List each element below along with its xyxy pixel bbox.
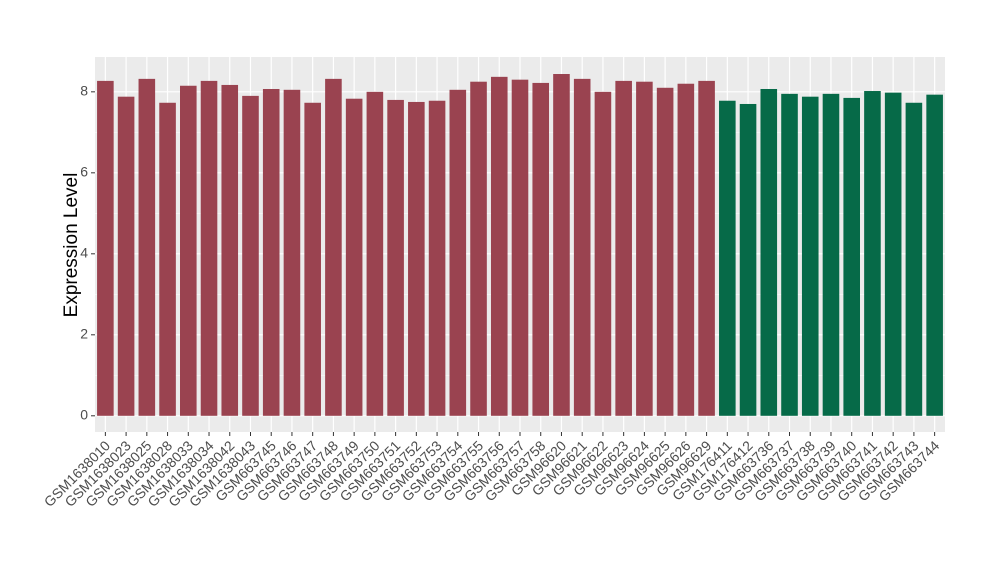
bar bbox=[345, 98, 363, 416]
bar bbox=[532, 82, 550, 416]
bar bbox=[408, 101, 425, 416]
bar bbox=[221, 84, 239, 416]
bar bbox=[97, 80, 114, 416]
bar bbox=[159, 102, 176, 416]
bar bbox=[573, 78, 591, 416]
bar bbox=[553, 74, 570, 416]
bar bbox=[739, 103, 757, 416]
bar bbox=[822, 93, 840, 416]
y-tick-label: 6 bbox=[80, 164, 88, 180]
bar bbox=[449, 89, 467, 416]
bar bbox=[884, 92, 902, 416]
bar bbox=[698, 80, 715, 416]
bar bbox=[304, 102, 321, 416]
bar bbox=[180, 85, 197, 416]
bar bbox=[905, 102, 923, 416]
bar bbox=[490, 76, 508, 416]
bar bbox=[325, 78, 342, 416]
y-tick-label: 2 bbox=[80, 326, 88, 342]
bar bbox=[594, 91, 612, 416]
bar bbox=[864, 91, 881, 416]
bar bbox=[283, 89, 301, 416]
bar bbox=[843, 97, 860, 416]
bar bbox=[366, 91, 384, 416]
y-tick-label: 4 bbox=[80, 245, 88, 261]
bar bbox=[262, 88, 280, 416]
bar bbox=[138, 78, 156, 416]
bar bbox=[801, 96, 819, 416]
bar bbox=[387, 99, 404, 416]
bar bbox=[242, 95, 259, 416]
bar bbox=[781, 93, 798, 416]
bar bbox=[470, 81, 487, 416]
bar bbox=[200, 80, 218, 416]
bar bbox=[719, 100, 736, 416]
y-tick-label: 8 bbox=[80, 83, 88, 99]
bar bbox=[117, 96, 135, 416]
y-axis-label: Expression Level bbox=[61, 173, 82, 318]
bar bbox=[926, 94, 943, 416]
bar bbox=[615, 80, 632, 416]
bar bbox=[511, 79, 529, 416]
bar bbox=[677, 83, 695, 416]
bar bbox=[656, 87, 674, 416]
bar bbox=[760, 88, 778, 416]
bar bbox=[636, 81, 653, 416]
y-tick-label: 0 bbox=[80, 407, 88, 423]
bar bbox=[428, 100, 446, 416]
